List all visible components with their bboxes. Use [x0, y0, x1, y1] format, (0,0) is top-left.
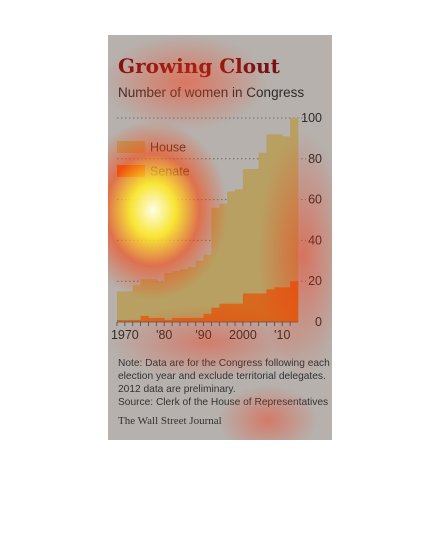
house-bar [124, 291, 134, 322]
senate-bar [211, 307, 220, 322]
y-tick-label: 0 [315, 315, 322, 329]
house-bar [266, 134, 275, 322]
house-bar [258, 152, 267, 322]
house-bar [164, 273, 173, 322]
x-tick-label: 1970 [111, 328, 139, 342]
y-tick-label: 20 [308, 274, 322, 288]
house-bar [203, 254, 212, 322]
chart-card: 0 20 40 60 80 100 1970 '80 '90 2000 '10 House Senate… [108, 35, 332, 440]
house-bar [290, 118, 299, 322]
x-tick-label: '90 [195, 328, 211, 342]
senate-bar [227, 303, 236, 322]
senate-bar [148, 317, 157, 322]
house-bar [250, 169, 259, 322]
x-tick-label: '10 [274, 328, 290, 342]
y-tick-label: 80 [308, 152, 322, 166]
chart-title: Growing Clout [118, 54, 280, 78]
house-bar [132, 285, 141, 322]
senate-bar [282, 287, 291, 322]
house-bar [187, 266, 196, 322]
y-tick-label: 100 [301, 111, 322, 125]
y-tick-label: 60 [308, 193, 322, 207]
senate-bar [164, 319, 173, 322]
senate-bar [172, 317, 181, 322]
house-bar [195, 260, 204, 322]
senate-bar [219, 303, 228, 322]
y-tick-label: 40 [308, 233, 322, 247]
senate-bar [250, 293, 259, 322]
house-bar [172, 271, 181, 322]
senate-bar [195, 317, 204, 322]
house-bar [211, 207, 220, 322]
chart-note: Note: Data are for the Congress followin… [118, 357, 330, 409]
chart-subtitle: Number of women in Congress [118, 85, 305, 100]
house-bar [179, 268, 189, 322]
legend-label-senate: Senate [150, 165, 190, 179]
source-text: Source: Clerk of the House of Representa… [118, 397, 329, 408]
senate-bar [290, 281, 299, 322]
senate-bar [140, 315, 149, 322]
senate-bar [235, 303, 244, 322]
x-tick-label: '80 [156, 328, 172, 342]
note-text: Note: Data are for the Congress followin… [118, 358, 330, 395]
senate-bar [156, 317, 165, 322]
senate-bar [117, 319, 126, 322]
house-bar [148, 279, 157, 322]
house-bar [156, 281, 165, 322]
house-bar [140, 279, 149, 322]
legend-swatch-senate [117, 165, 145, 177]
house-bar [235, 189, 244, 322]
house-bar [282, 136, 291, 322]
publisher-credit: The Wall Street Journal [118, 415, 222, 427]
legend-swatch-house [117, 141, 145, 153]
senate-bar [242, 293, 252, 322]
house-bar [227, 191, 236, 322]
senate-bar [258, 293, 267, 322]
senate-bar [124, 319, 134, 322]
house-bar [274, 134, 283, 322]
house-bar [242, 169, 252, 322]
senate-bar [274, 287, 283, 322]
senate-bar [187, 317, 196, 322]
senate-bar [132, 319, 141, 322]
senate-bar [266, 289, 275, 322]
senate-bar [203, 313, 212, 322]
senate-bar [179, 317, 189, 322]
x-tick-label: 2000 [229, 328, 257, 342]
house-bar [117, 291, 126, 322]
legend-label-house: House [150, 141, 186, 155]
